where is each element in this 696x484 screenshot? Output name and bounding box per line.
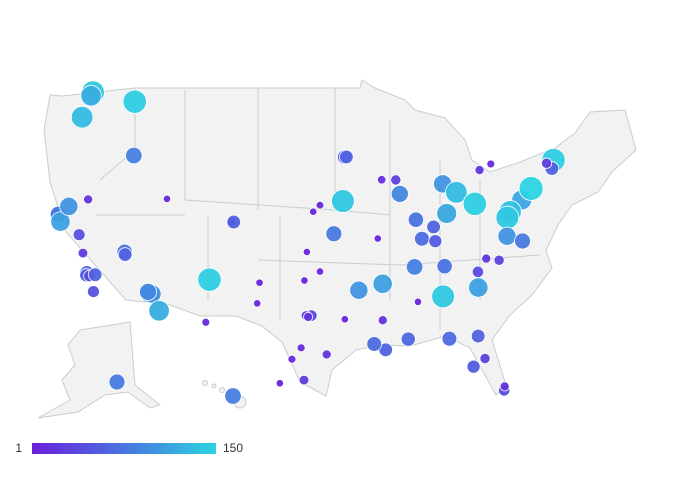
bubble[interactable] [315, 200, 325, 210]
bubble[interactable] [514, 232, 531, 250]
bubble[interactable] [201, 317, 211, 327]
colorbar [32, 443, 216, 454]
bubble[interactable] [470, 328, 486, 344]
alaska-outline [37, 321, 162, 419]
bubble[interactable] [479, 352, 491, 365]
bubble[interactable] [462, 191, 487, 216]
bubble[interactable] [466, 359, 481, 374]
bubble[interactable] [275, 379, 284, 388]
bubble[interactable] [162, 194, 172, 204]
bubble[interactable] [400, 331, 416, 347]
bubble[interactable] [309, 207, 318, 216]
bubble[interactable] [413, 297, 423, 306]
bubble[interactable] [321, 349, 332, 360]
bubble[interactable] [495, 205, 520, 230]
bubble[interactable] [340, 315, 349, 324]
bubble[interactable] [148, 300, 170, 322]
bubble[interactable] [125, 146, 143, 165]
bubble[interactable] [87, 267, 103, 282]
bubble[interactable] [70, 105, 94, 129]
bubble[interactable] [298, 374, 310, 386]
bubble[interactable] [302, 247, 312, 257]
bubble[interactable] [499, 381, 510, 392]
bubble[interactable] [436, 203, 458, 224]
bubble[interactable] [540, 157, 553, 169]
bubble[interactable] [405, 258, 424, 276]
bubble[interactable] [518, 176, 544, 201]
bubble[interactable] [436, 258, 453, 275]
bubble[interactable] [72, 228, 86, 242]
colorbar-max-label: 150 [223, 441, 243, 455]
bubble[interactable] [331, 189, 355, 213]
bubble[interactable] [59, 196, 79, 216]
bubble[interactable] [445, 181, 468, 204]
bubble[interactable] [87, 285, 100, 298]
bubble[interactable] [253, 299, 262, 308]
bubble[interactable] [377, 315, 388, 326]
bubble[interactable] [497, 226, 517, 246]
bubble[interactable] [315, 267, 325, 276]
bubble[interactable] [139, 282, 158, 301]
bubble[interactable] [390, 184, 409, 203]
bubble[interactable] [414, 230, 430, 247]
bubble[interactable] [83, 194, 94, 205]
bubble[interactable] [493, 254, 505, 266]
bubble[interactable] [366, 336, 383, 352]
bubble[interactable] [300, 276, 309, 285]
bubble[interactable] [474, 165, 485, 176]
bubble[interactable] [339, 149, 354, 165]
bubble[interactable] [349, 280, 369, 300]
bubble[interactable] [108, 373, 126, 391]
bubble[interactable] [287, 354, 297, 364]
colorbar-min-label: 1 [15, 441, 22, 455]
bubble[interactable] [428, 234, 443, 249]
bubble[interactable] [303, 311, 314, 322]
bubble[interactable] [431, 284, 455, 309]
bubbles [49, 80, 566, 405]
bubble[interactable] [376, 175, 387, 185]
bubble[interactable] [486, 159, 496, 169]
bubble[interactable] [481, 253, 492, 264]
bubble[interactable] [50, 211, 71, 232]
bubble[interactable] [255, 278, 264, 287]
bubble[interactable] [224, 387, 242, 405]
bubble[interactable] [325, 225, 343, 243]
bubble[interactable] [471, 265, 485, 278]
bubble[interactable] [373, 234, 382, 243]
bubble[interactable] [441, 330, 458, 347]
bubble[interactable] [426, 219, 441, 235]
bubble[interactable] [296, 343, 306, 353]
bubble[interactable] [117, 247, 133, 262]
bubble[interactable] [122, 89, 147, 114]
bubble[interactable] [468, 277, 489, 298]
bubble[interactable] [197, 267, 222, 292]
bubble[interactable] [80, 85, 102, 107]
bubble[interactable] [372, 273, 393, 294]
bubble[interactable] [226, 214, 241, 230]
bubble[interactable] [390, 174, 402, 186]
bubble[interactable] [77, 247, 89, 259]
bubble[interactable] [407, 211, 425, 228]
